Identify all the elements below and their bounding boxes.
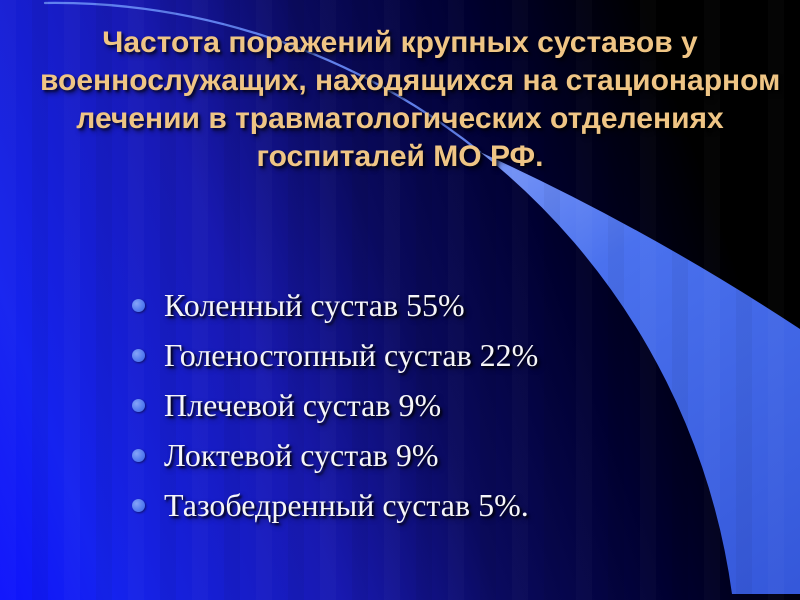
list-item: Тазобедренный сустав 5%. <box>132 480 770 530</box>
swoosh-tail-line <box>43 1 482 154</box>
title-line-4: госпиталей МО РФ. <box>256 140 544 173</box>
swoosh-band <box>480 152 800 594</box>
list-item-text: Локтевой сустав 9% <box>164 436 439 473</box>
list-item: Плечевой сустав 9% <box>132 380 770 430</box>
list-item: Голеностопный сустав 22% <box>132 330 770 380</box>
list-item: Локтевой сустав 9% <box>132 430 770 480</box>
list-item-text: Плечевой сустав 9% <box>164 386 442 423</box>
bullet-icon <box>132 398 145 412</box>
title-line-1: Частота поражений крупных суставов у <box>102 26 698 59</box>
bullet-icon <box>132 448 145 462</box>
title-line-2: военнослужащих, находящихся на стационар… <box>40 64 781 97</box>
list-item-text: Голеностопный сустав 22% <box>164 336 539 373</box>
slide-title: Частота поражений крупных суставов у вое… <box>40 24 781 176</box>
bullet-icon <box>132 298 145 312</box>
list-item-text: Коленный сустав 55% <box>164 286 465 323</box>
bullet-list: Коленный сустав 55% Голеностопный сустав… <box>132 280 770 530</box>
list-item-text: Тазобедренный сустав 5%. <box>164 486 529 523</box>
list-item: Коленный сустав 55% <box>132 280 770 330</box>
title-line-3: лечении в травматологических отделениях <box>76 102 724 135</box>
bullet-icon <box>132 498 145 512</box>
bullet-icon <box>132 348 145 362</box>
